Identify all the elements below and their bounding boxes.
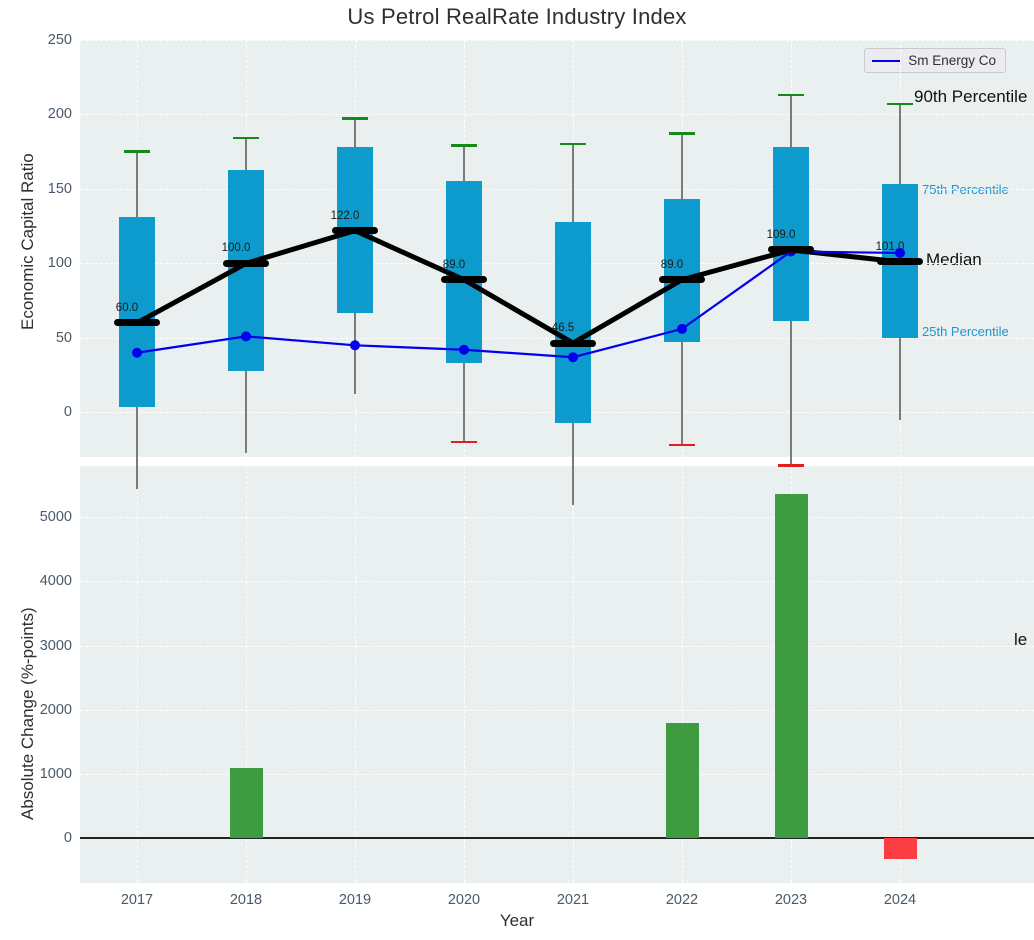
company-series-point [350, 340, 360, 351]
legend-label: Sm Energy Co [908, 53, 996, 68]
y-axis-tick-label: 3000 [39, 637, 72, 654]
x-axis-tick-label: 2021 [556, 892, 590, 908]
x-axis-tick-label: 2022 [665, 892, 699, 908]
y-axis-tick-label: 2000 [39, 701, 72, 718]
p90-cap [778, 93, 804, 97]
median-value-label: 89.0 [442, 258, 466, 271]
y-axis-tick-label: 150 [47, 180, 72, 197]
y-axis-tick-label: 0 [63, 830, 72, 847]
annotation-25th-percentile: 25th Percentile [922, 323, 1009, 339]
annotation-75th-percentile: 75th Percentile [922, 182, 1009, 198]
y-axis-tick-label: 4000 [39, 573, 72, 590]
p90-cap [451, 144, 477, 147]
x-axis-label: Year [499, 911, 535, 930]
median-bar [768, 246, 814, 254]
change-bar-positive [774, 494, 808, 839]
y-axis-tick-label: 5000 [39, 509, 72, 526]
median-bar [332, 227, 378, 235]
p90-cap [887, 102, 913, 106]
x-axis-tick-label: 2018 [229, 892, 263, 908]
iqr-box [773, 147, 809, 322]
median-value-label: 89.0 [660, 258, 684, 271]
company-series-point [459, 344, 469, 355]
median-value-label: 100.0 [221, 242, 251, 255]
x-axis-tick-label: 2020 [447, 892, 481, 908]
median-bar [659, 276, 705, 284]
annotation-clipped-right: le [1014, 630, 1028, 649]
company-series-point [568, 352, 578, 363]
median-value-label: 109.0 [766, 228, 796, 241]
x-axis-tick-label: 2024 [883, 892, 917, 908]
median-trend-line [135, 227, 901, 346]
median-value-label: 122.0 [330, 209, 360, 222]
y-axis-tick-label: 100 [47, 255, 72, 272]
y-axis-tick-label: 1000 [39, 765, 72, 782]
legend: Sm Energy Co [864, 48, 1006, 73]
y-axis-tick-label: 50 [55, 329, 72, 346]
annotation-90th-percentile: 90th Percentile [914, 86, 1028, 106]
company-series-point [677, 323, 687, 334]
p90-cap [669, 132, 695, 135]
p90-cap [124, 150, 150, 153]
iqr-box [664, 199, 700, 343]
company-series-point [132, 347, 142, 358]
p90-cap [233, 136, 259, 140]
y-axis-tick-label: 0 [63, 404, 72, 421]
company-series-line [136, 250, 901, 359]
x-axis-tick-label: 2019 [338, 892, 372, 908]
x-axis-tick-label: 2023 [774, 892, 808, 908]
median-value-label: 101.0 [875, 240, 905, 253]
median-bar [877, 258, 923, 266]
median-value-label: 60.0 [115, 301, 139, 314]
p10-cap [669, 443, 695, 447]
zero-line [80, 837, 1034, 839]
median-bar [223, 259, 269, 267]
change-bar-positive [229, 768, 263, 839]
chart-title: Us Petrol RealRate Industry Index [347, 4, 687, 29]
iqr-box [119, 217, 155, 408]
change-bar-negative [883, 838, 917, 860]
company-series-point [241, 331, 251, 342]
p10-cap [778, 464, 804, 468]
legend-line-swatch [872, 59, 901, 62]
y-axis-tick-label: 250 [47, 32, 72, 48]
change-bar-positive [665, 723, 699, 839]
p90-cap [342, 117, 368, 121]
p10-cap [451, 440, 477, 444]
median-value-label: 46.5 [551, 322, 575, 335]
company-series-point [895, 247, 905, 258]
median-bar [550, 339, 596, 347]
iqr-box [555, 221, 591, 423]
median-bar [441, 276, 487, 284]
x-axis-tick-label: 2017 [120, 892, 154, 908]
p90-cap [560, 142, 586, 146]
y-axis-tick-label: 200 [47, 106, 72, 123]
median-bar [114, 319, 160, 327]
